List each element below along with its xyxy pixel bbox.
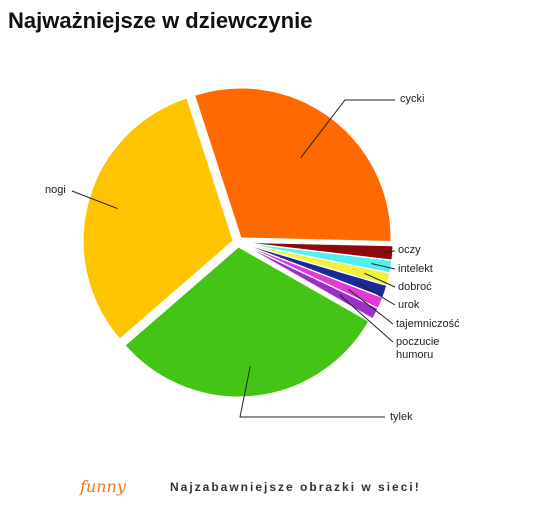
slice-label: tylek: [390, 411, 413, 423]
slice-label: poczucie humoru: [396, 336, 440, 361]
leader-line: [371, 262, 396, 270]
slice-label: tajemniczość: [396, 318, 460, 330]
pie-slice: [242, 243, 379, 320]
slice-label: urok: [398, 299, 420, 311]
pie-slice: [194, 87, 392, 242]
leader-line: [356, 281, 396, 306]
leader-line: [71, 190, 118, 210]
logo[interactable]: funny: [80, 477, 126, 496]
chart-title: Najważniejsze w dziewczynie: [8, 8, 313, 33]
slice-label: cycki: [400, 93, 425, 105]
slice-label: nogi: [45, 184, 66, 196]
leader-line: [348, 288, 394, 325]
leader-line: [382, 250, 396, 253]
pie-slice: [82, 97, 234, 340]
slice-label: oczy: [398, 244, 421, 256]
slice-label: dobroć: [398, 281, 432, 293]
leader-line: [300, 99, 395, 159]
pie-slice: [124, 246, 370, 398]
leader-line: [339, 294, 394, 343]
slice-label: intelekt: [398, 263, 433, 275]
leader-line: [239, 366, 385, 418]
leader-line: [363, 272, 396, 288]
tagline: Najzabawniejsze obrazki w sieci!: [170, 480, 421, 494]
